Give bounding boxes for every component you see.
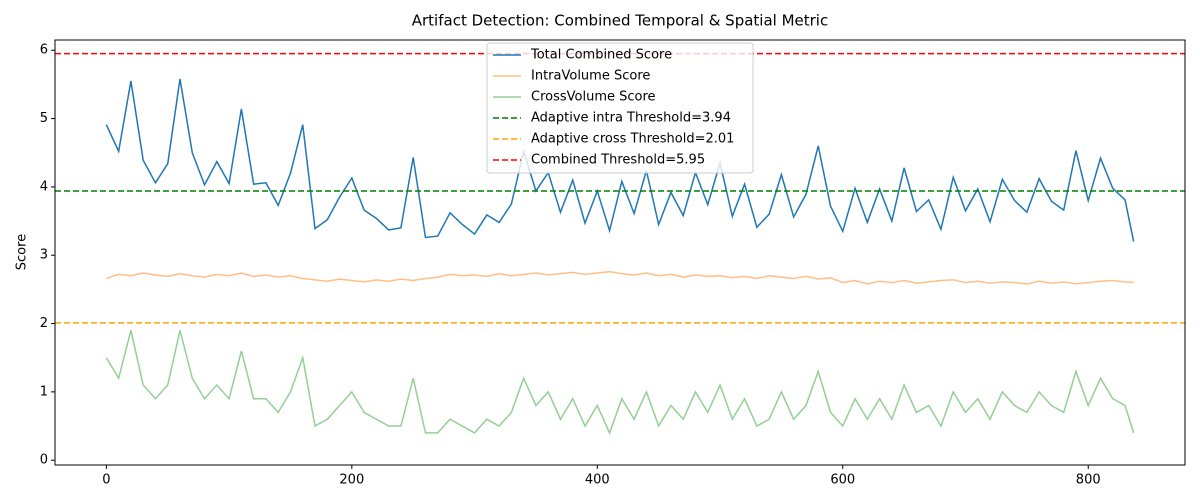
x-tick-label: 0: [102, 473, 110, 488]
chart-title: Artifact Detection: Combined Temporal & …: [412, 12, 828, 30]
legend-label: Adaptive cross Threshold=2.01: [531, 132, 734, 147]
y-tick-label: 6: [40, 43, 48, 58]
legend-box: [486, 42, 754, 174]
series-line: [105, 330, 1135, 435]
x-tick-label: 200: [339, 473, 364, 488]
y-tick-label: 4: [40, 179, 48, 194]
plot-frame: [54, 39, 1186, 466]
x-tick-label: 800: [1076, 473, 1101, 488]
legend-label: Combined Threshold=5.95: [531, 153, 705, 168]
series-line: [106, 270, 1134, 285]
legend-label: IntraVolume Score: [531, 69, 650, 84]
y-tick-label: 0: [40, 453, 48, 468]
y-tick-label: 1: [40, 384, 48, 399]
y-tick-label: 3: [40, 248, 48, 263]
legend-label: Total Combined Score: [530, 48, 672, 63]
legend-label: CrossVolume Score: [531, 90, 656, 105]
y-tick-label: 2: [40, 316, 48, 331]
y-axis-label: Score: [15, 234, 30, 270]
series-line: [105, 78, 1135, 242]
legend-label: Adaptive intra Threshold=3.94: [531, 111, 731, 126]
x-tick-label: 600: [830, 473, 855, 488]
x-tick-label: 400: [585, 473, 610, 488]
y-tick-label: 5: [40, 111, 48, 126]
